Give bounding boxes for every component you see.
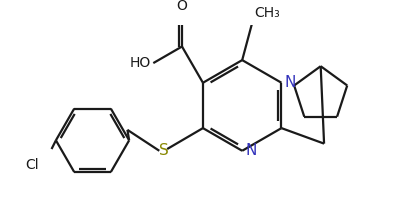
Text: N: N bbox=[285, 75, 296, 90]
Text: Cl: Cl bbox=[25, 158, 39, 172]
Text: O: O bbox=[176, 0, 187, 13]
Text: S: S bbox=[159, 143, 169, 158]
Text: HO: HO bbox=[129, 56, 151, 70]
Text: N: N bbox=[246, 143, 257, 158]
Text: CH₃: CH₃ bbox=[254, 6, 280, 20]
